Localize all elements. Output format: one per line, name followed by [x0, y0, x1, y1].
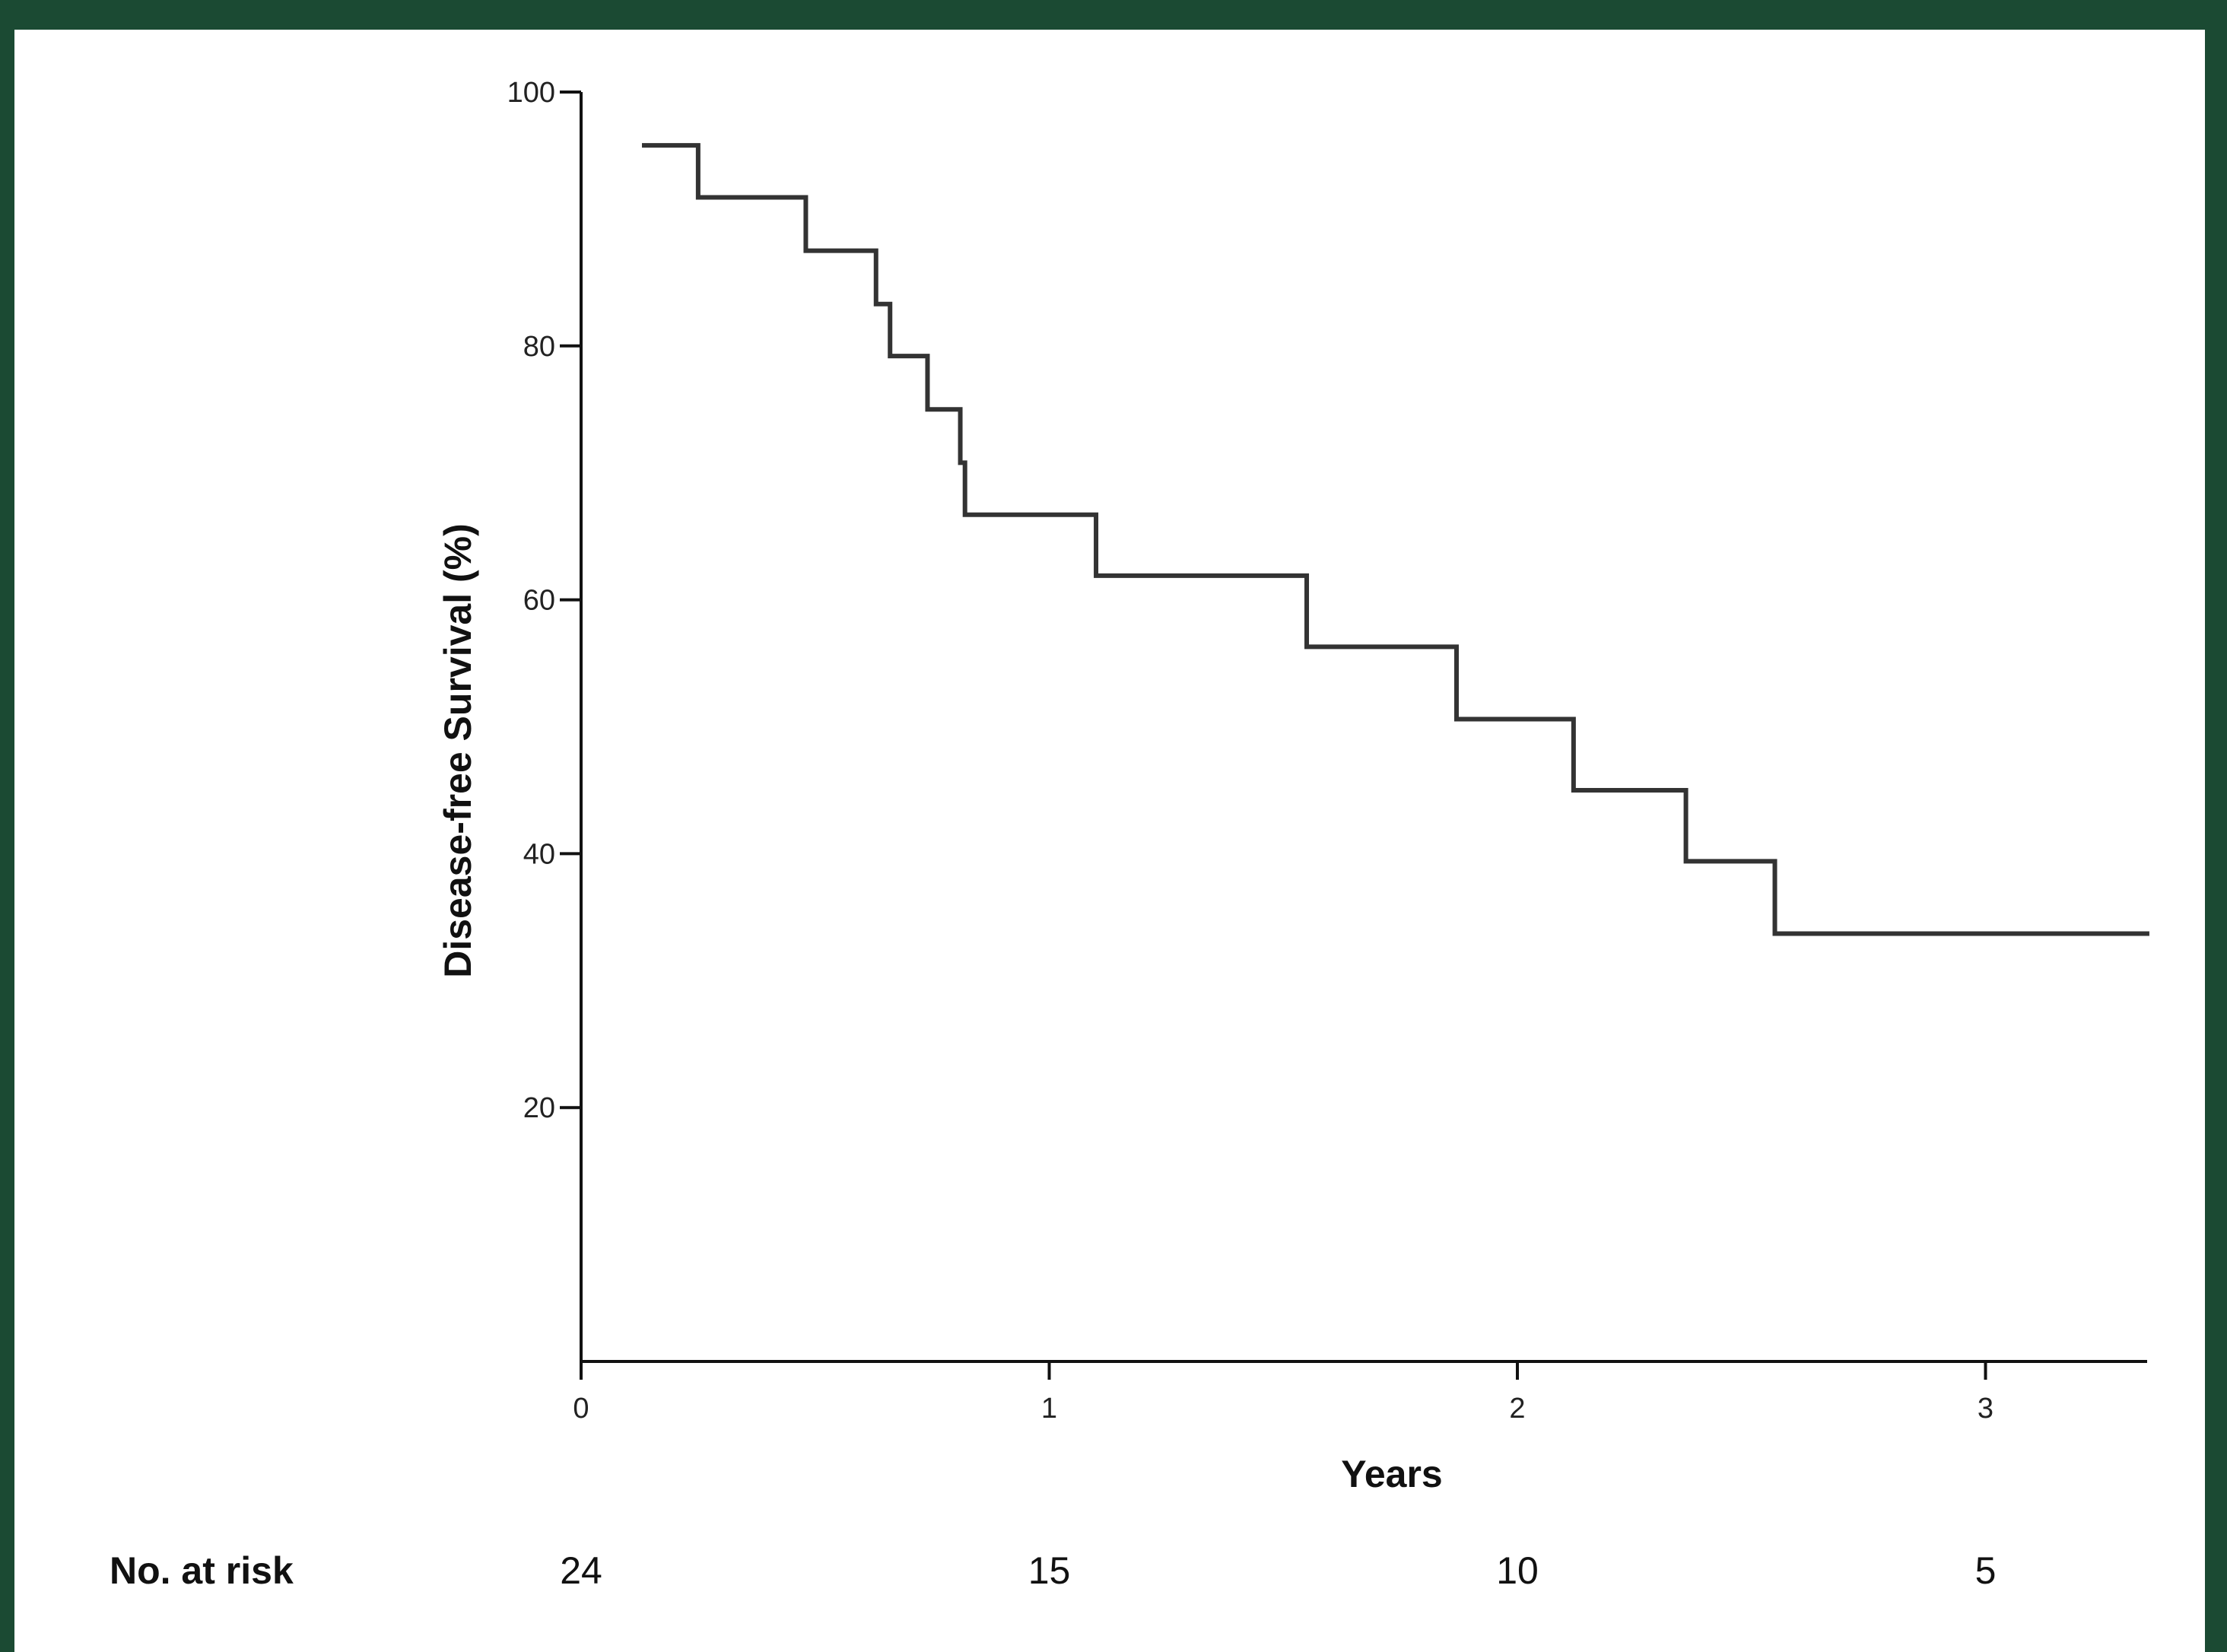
- y-tick-label: 40: [523, 838, 555, 870]
- risk-count: 15: [1028, 1549, 1071, 1592]
- x-axis-title: Years: [1341, 1453, 1442, 1495]
- y-tick-label: 80: [523, 331, 555, 363]
- figure-panel: 20 40 60 80 100 0 1 2 3 Disease-free Survival (%…: [14, 30, 2205, 1652]
- x-tick-label: 1: [1041, 1393, 1057, 1425]
- km-chart: 20 40 60 80 100 0 1 2 3 Disease-free Survival (%…: [110, 77, 2149, 1592]
- x-tick-label: 2: [1509, 1393, 1525, 1425]
- survival-step-line: [642, 143, 2149, 936]
- axes: 20 40 60 80 100 0 1 2 3: [507, 77, 2147, 1425]
- x-tick-label: 3: [1978, 1393, 1993, 1425]
- risk-table: 24 15 10 5: [560, 1549, 1996, 1592]
- survival-curve: [642, 143, 2149, 936]
- risk-count: 10: [1496, 1549, 1539, 1592]
- risk-count: 24: [560, 1549, 602, 1592]
- risk-count: 5: [1975, 1549, 1997, 1592]
- risk-table-label: No. at risk: [110, 1549, 294, 1592]
- x-tick-label: 0: [573, 1393, 589, 1425]
- y-tick-label: 60: [523, 585, 555, 617]
- y-tick-label: 100: [507, 77, 555, 109]
- y-tick-label: 20: [523, 1092, 555, 1124]
- y-axis-title: Disease-free Survival (%): [437, 523, 479, 978]
